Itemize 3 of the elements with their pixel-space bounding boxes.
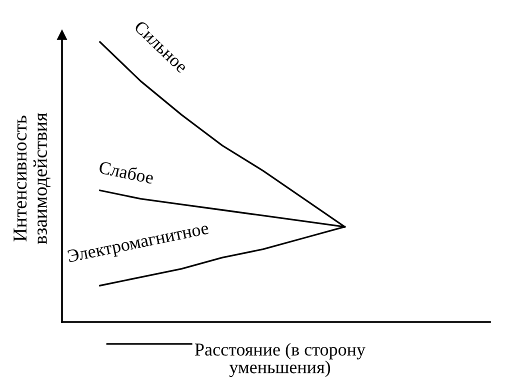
y-axis-title: Интенсивность взаимодействия [14, 112, 51, 244]
text: Слабое [98, 160, 154, 184]
x-axis-title: Расстояние (в сторону уменьшения) [194, 342, 366, 378]
